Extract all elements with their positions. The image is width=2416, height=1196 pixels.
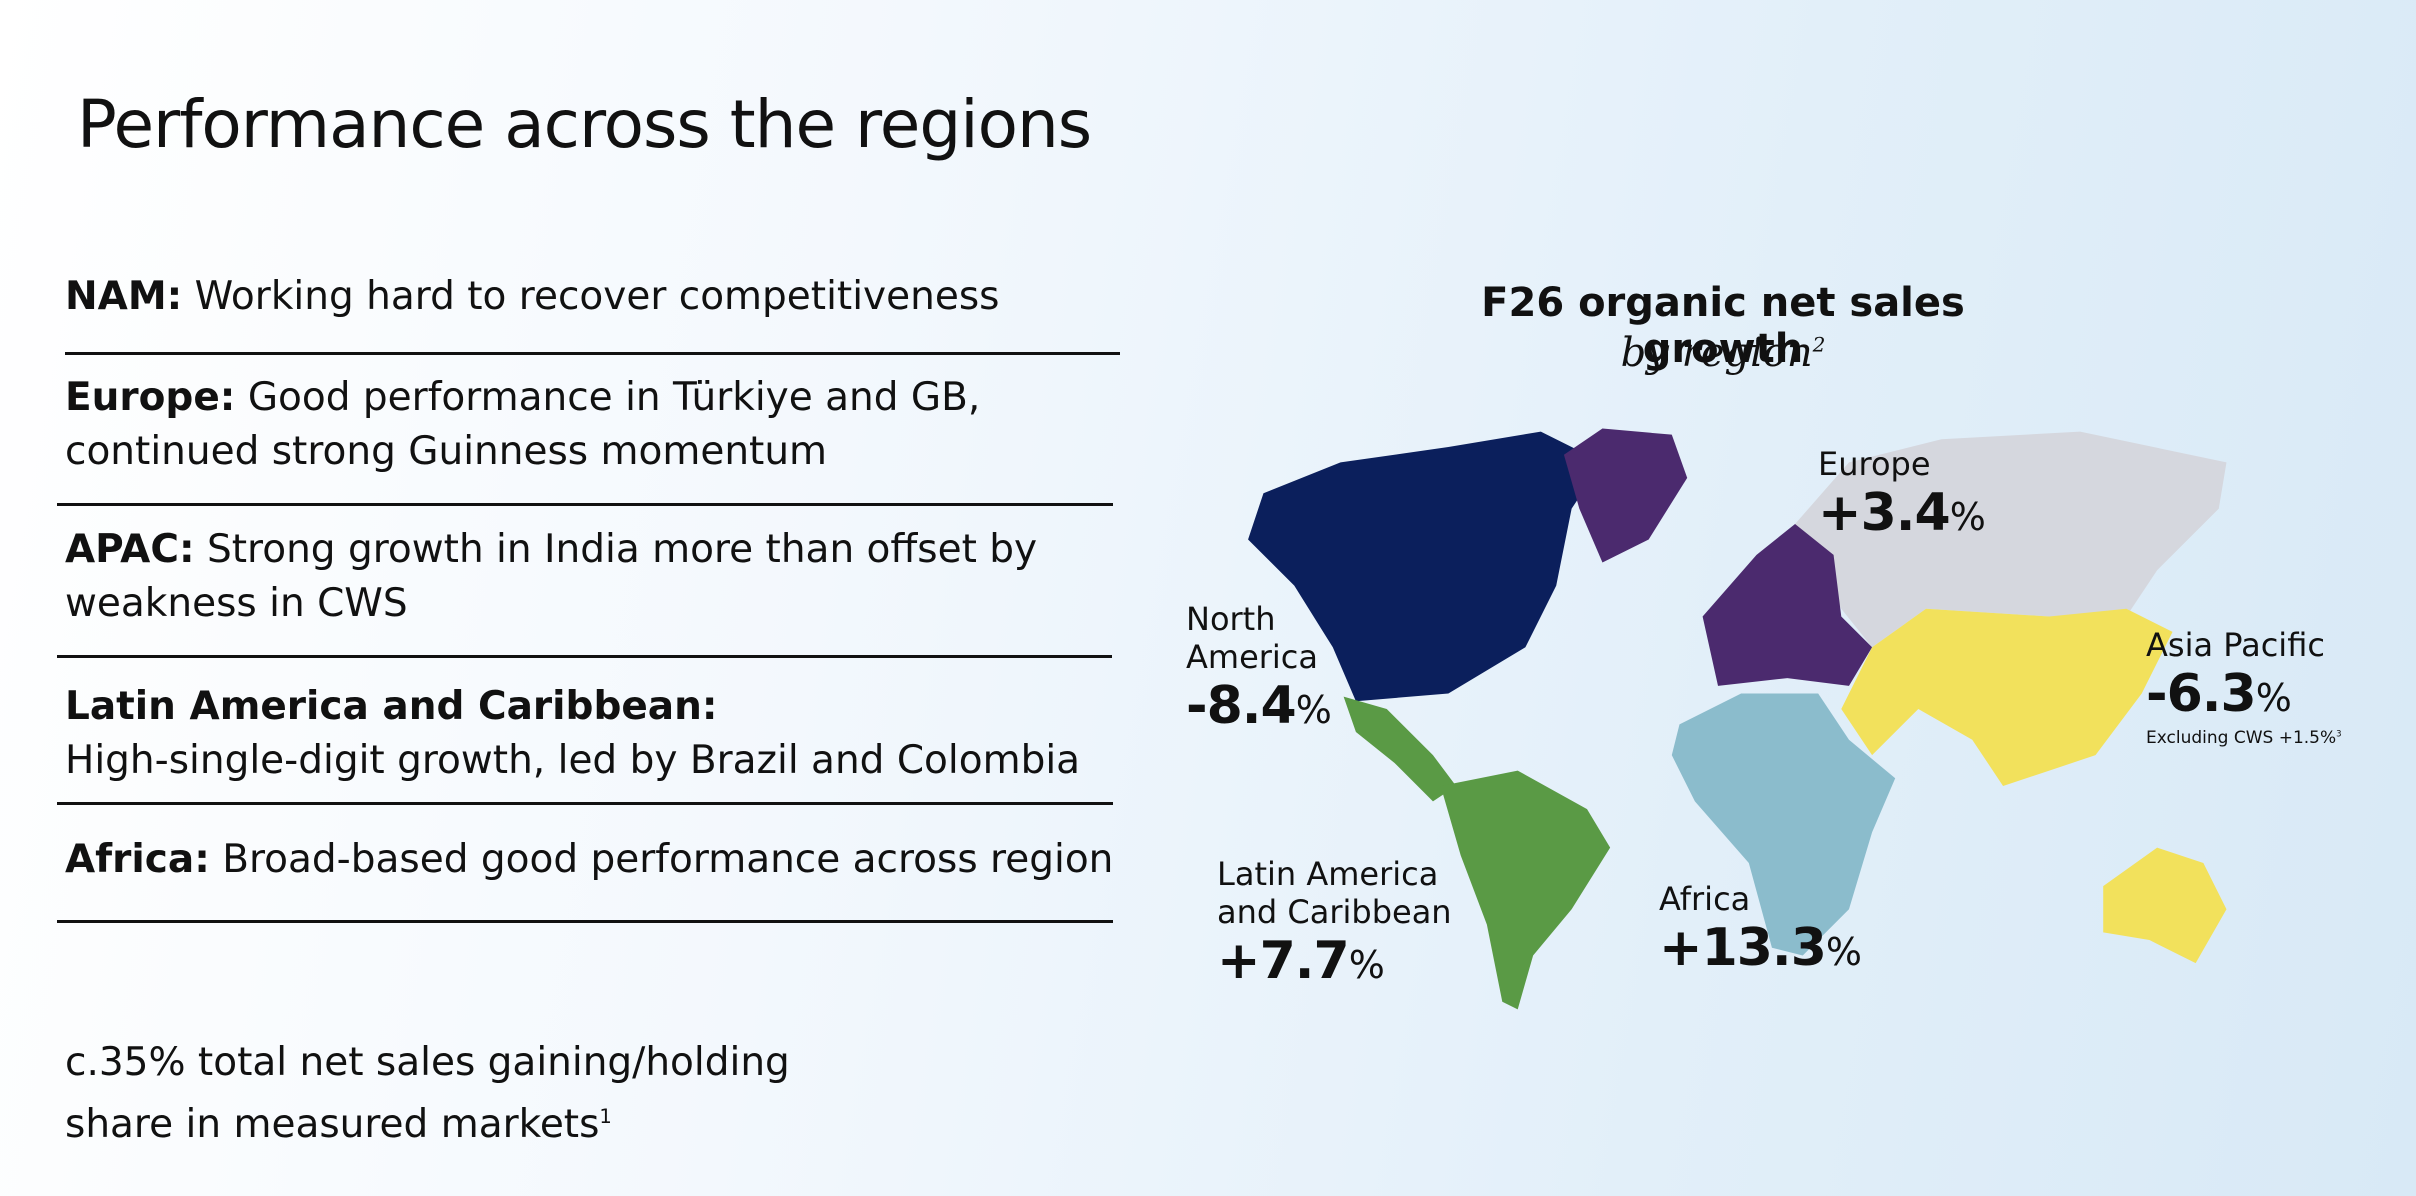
value-unit: %	[2255, 676, 2292, 720]
highlight-label: Europe:	[65, 375, 236, 420]
region-value: -6.3%	[2146, 664, 2342, 728]
map-title: F26 organic net sales growth	[1481, 280, 1965, 372]
value-unit: %	[1949, 495, 1986, 539]
region-name: Latin America	[1217, 855, 1439, 893]
value-number: +13.3	[1659, 918, 1827, 978]
region-note: Excluding CWS +1.5%3	[2146, 728, 2342, 748]
region-value: +7.7%	[1217, 931, 1452, 995]
region-label: Europe +3.4%	[1818, 445, 1986, 547]
region-value: +3.4%	[1818, 483, 1986, 547]
region-name: and Caribbean	[1217, 893, 1452, 931]
region-name: America	[1186, 638, 1318, 676]
footnote-ref: 2	[1812, 332, 1826, 357]
central-america-shape	[1343, 696, 1457, 802]
value-number: +3.4	[1818, 483, 1951, 543]
highlight-label: APAC:	[65, 527, 195, 572]
greenland-shape	[1563, 428, 1688, 563]
divider	[57, 920, 1113, 923]
footnote-text: c.35% total net sales gaining/holding sha…	[65, 1036, 790, 1152]
region-label: North America -8.4%	[1186, 600, 1332, 740]
divider	[57, 503, 1113, 506]
value-unit: %	[1825, 930, 1862, 974]
asia-shape	[1841, 608, 2173, 786]
highlight-text: Working hard to recover competitiveness	[194, 274, 1000, 319]
note-text: Excluding CWS +1.5%	[2146, 728, 2337, 748]
highlight: NAM: Working hard to recover competitive…	[65, 270, 999, 324]
north-america-shape	[1248, 431, 1603, 702]
value-unit: %	[1295, 688, 1332, 732]
russia-shape	[1795, 431, 2227, 648]
highlight: Africa: Broad-based good performance acr…	[65, 833, 1113, 887]
highlight: Latin America and Caribbean: High-single-…	[65, 680, 1080, 788]
highlight: APAC: Strong growth in India more than o…	[65, 523, 1037, 631]
region-label: Asia Pacific -6.3% Excluding CWS +1.5%3	[2146, 626, 2342, 748]
europe-shape	[1702, 524, 1873, 686]
value-unit: %	[1348, 943, 1385, 987]
africa-shape	[1671, 693, 1896, 956]
title: Performance across the regions	[77, 86, 1092, 163]
highlight-text: High-single-digit growth, led by Brazil …	[65, 738, 1081, 783]
footnote-ref: 3	[2336, 729, 2342, 740]
divider	[65, 352, 1120, 355]
region-name: Asia Pacific	[2146, 626, 2325, 664]
region-name: Africa	[1659, 880, 1751, 918]
south-america-shape	[1440, 770, 1611, 1010]
highlight-text: continued strong Guinness momentum	[65, 429, 828, 474]
highlight-text: weakness in CWS	[65, 581, 408, 626]
highlight: Europe: Good performance in Türkiye and …	[65, 371, 980, 479]
region-value: -8.4%	[1186, 676, 1332, 740]
note-line: share in measured markets	[65, 1102, 600, 1147]
region-label: Africa +13.3%	[1659, 880, 1862, 982]
australia-shape	[2103, 847, 2227, 964]
divider	[57, 802, 1113, 805]
subtitle-text: by region	[1620, 330, 1813, 376]
region-name: Europe	[1818, 445, 1931, 483]
region-value: +13.3%	[1659, 918, 1862, 982]
highlight-text: Good performance in Türkiye and GB,	[247, 375, 981, 420]
highlight-text: Strong growth in India more than offset …	[207, 527, 1038, 572]
region-label: Latin America and Caribbean +7.7%	[1217, 855, 1452, 995]
highlight-text: Broad-based good performance across regi…	[222, 837, 1114, 882]
divider	[57, 655, 1112, 658]
value-number: -6.3	[2146, 664, 2257, 724]
value-number: +7.7	[1217, 931, 1350, 991]
highlight-label: Africa:	[65, 837, 210, 882]
map-subtitle: by region2	[1423, 330, 2023, 376]
note-line: c.35% total net sales gaining/holding	[65, 1040, 790, 1085]
highlight-label: Latin America and Caribbean:	[65, 684, 718, 729]
region-name: North	[1186, 600, 1276, 638]
value-number: -8.4	[1186, 676, 1297, 736]
footnote-ref: 1	[599, 1105, 612, 1128]
highlight-label: NAM:	[65, 274, 183, 319]
